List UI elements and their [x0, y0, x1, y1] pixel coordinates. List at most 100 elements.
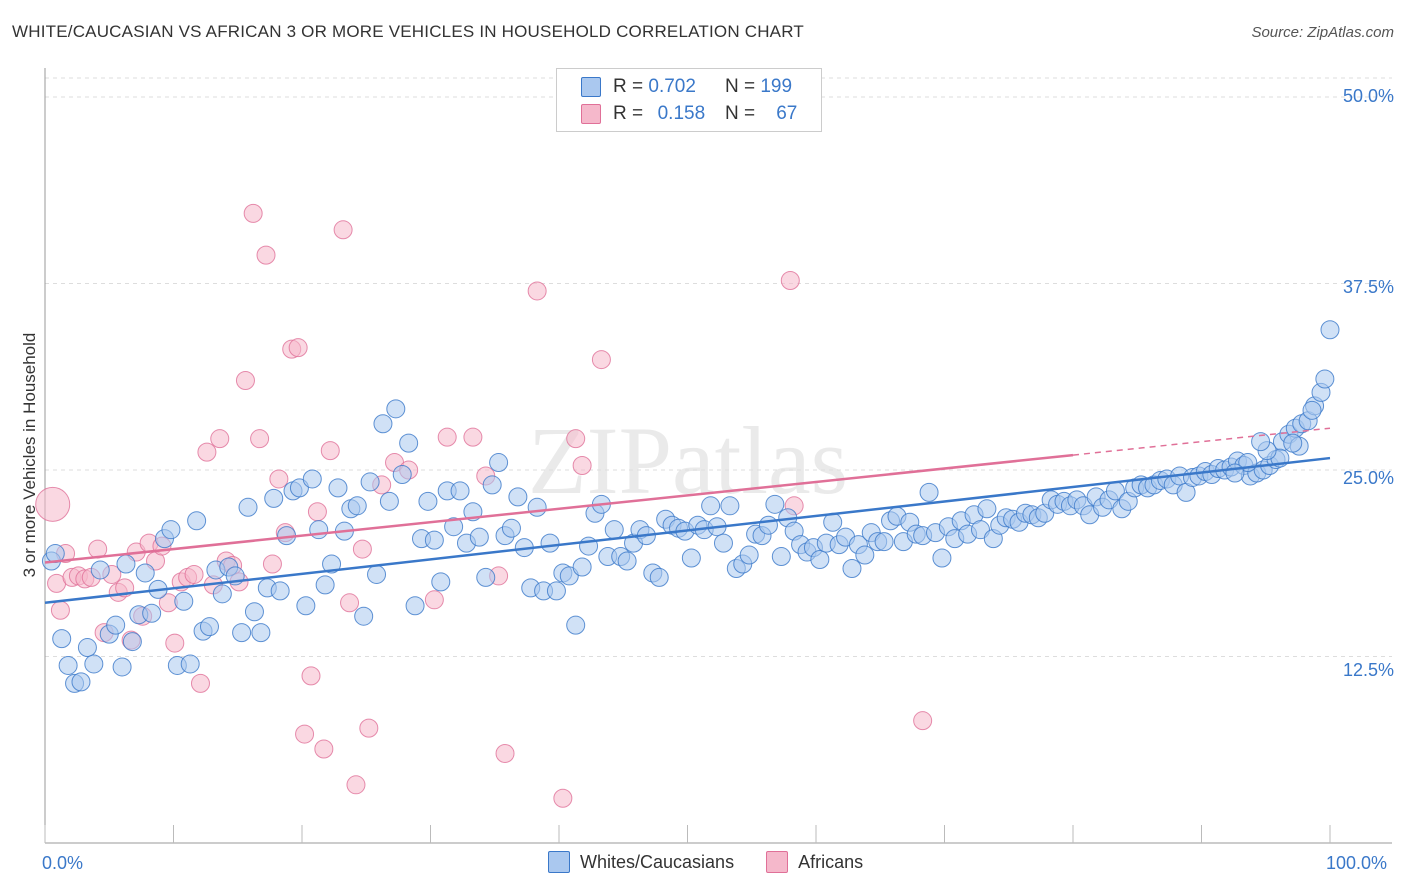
data-point-whites	[476, 567, 496, 587]
data-point-whites	[765, 494, 785, 514]
data-point-whites	[347, 496, 367, 516]
data-point-africans	[50, 600, 70, 620]
y-tick-label: 12.5%	[1342, 660, 1394, 680]
data-point-whites	[681, 548, 701, 568]
data-point-whites	[771, 547, 791, 567]
data-point-whites	[932, 548, 952, 568]
legend-n-label: N =	[724, 76, 756, 97]
data-point-africans	[780, 271, 800, 291]
data-point-whites	[399, 433, 419, 453]
data-point-africans	[235, 370, 255, 390]
data-point-africans	[256, 245, 276, 265]
data-point-africans	[437, 427, 457, 447]
data-point-whites	[251, 623, 271, 643]
data-point-whites	[842, 558, 862, 578]
data-point-whites	[116, 554, 136, 574]
data-point-africans	[572, 456, 592, 476]
data-point-whites	[180, 654, 200, 674]
data-point-africans	[190, 673, 210, 693]
bottom-legend-africans: Africans	[766, 851, 863, 873]
data-point-whites	[546, 581, 566, 601]
legend-swatch	[581, 104, 601, 124]
legend-r-value: 0.158	[657, 103, 706, 124]
legend-n-label: N =	[724, 103, 756, 124]
data-point-whites	[1320, 320, 1340, 340]
data-point-africans	[320, 441, 340, 461]
data-point-whites	[328, 478, 348, 498]
data-point-whites	[919, 482, 939, 502]
data-point-africans	[262, 554, 282, 574]
legend-r-value: 0.702	[648, 76, 696, 97]
data-point-whites	[270, 581, 290, 601]
data-point-africans	[333, 220, 353, 240]
data-point-africans	[307, 502, 327, 522]
data-point-whites	[855, 545, 875, 565]
data-point-africans	[495, 743, 515, 763]
data-point-africans	[346, 775, 366, 795]
data-point-whites	[264, 488, 284, 508]
data-point-africans	[295, 724, 315, 744]
data-point-whites	[444, 517, 464, 537]
data-point-whites	[1315, 369, 1335, 389]
x-tick-label: 100.0%	[1326, 853, 1388, 873]
data-point-whites	[604, 520, 624, 540]
data-point-whites	[232, 623, 252, 643]
data-point-whites	[373, 414, 393, 434]
data-point-africans	[591, 350, 611, 370]
data-point-africans	[566, 429, 586, 449]
data-point-whites	[527, 497, 547, 517]
data-point-whites	[244, 602, 264, 622]
data-point-whites	[77, 638, 97, 658]
data-point-whites	[874, 532, 894, 552]
data-point-whites	[238, 497, 258, 517]
data-point-whites	[84, 654, 104, 674]
data-point-whites	[1283, 433, 1303, 453]
trend-lines	[44, 427, 1331, 605]
data-point-whites	[810, 550, 830, 570]
legend-swatch	[548, 851, 570, 873]
chart-title: WHITE/CAUCASIAN VS AFRICAN 3 OR MORE VEH…	[12, 22, 804, 41]
data-point-africans	[314, 739, 334, 759]
data-point-whites	[649, 567, 669, 587]
gridlines	[45, 77, 1392, 657]
data-point-africans	[553, 788, 573, 808]
data-point-whites	[418, 491, 438, 511]
data-point-whites	[71, 672, 91, 692]
data-point-whites	[617, 551, 637, 571]
data-point-africans	[210, 429, 230, 449]
series-africans	[35, 203, 933, 808]
source-label: Source: ZipAtlas.com	[1251, 24, 1394, 41]
data-point-africans	[184, 564, 204, 584]
data-point-africans	[197, 442, 217, 462]
data-point-whites	[1251, 432, 1271, 452]
data-point-africans	[165, 633, 185, 653]
data-point-whites	[482, 475, 502, 495]
data-point-whites	[739, 545, 759, 565]
data-point-whites	[112, 657, 132, 677]
data-point-africans	[243, 203, 263, 223]
axes	[44, 68, 1392, 844]
data-point-whites	[572, 557, 592, 577]
y-tick-label: 25.0%	[1342, 468, 1394, 488]
data-point-whites	[354, 606, 374, 626]
data-point-whites	[309, 520, 329, 540]
legend-swatch	[766, 851, 789, 873]
legend-label: Whites/Caucasians	[580, 851, 735, 872]
data-point-whites	[106, 615, 126, 635]
bottom-legend: Whites/Caucasians Africans	[548, 851, 895, 873]
data-point-africans	[463, 427, 483, 447]
data-point-whites	[52, 629, 72, 649]
data-point-africans	[352, 539, 372, 559]
data-point-whites	[508, 487, 528, 507]
legend-label: Africans	[798, 851, 864, 872]
data-point-whites	[431, 572, 451, 592]
data-point-whites	[758, 515, 778, 535]
data-point-africans	[35, 486, 71, 522]
data-point-whites	[187, 511, 207, 531]
data-point-whites	[142, 603, 162, 623]
data-point-whites	[199, 617, 219, 637]
data-point-whites	[386, 399, 406, 419]
data-point-whites	[566, 615, 586, 635]
data-point-whites	[701, 496, 721, 516]
